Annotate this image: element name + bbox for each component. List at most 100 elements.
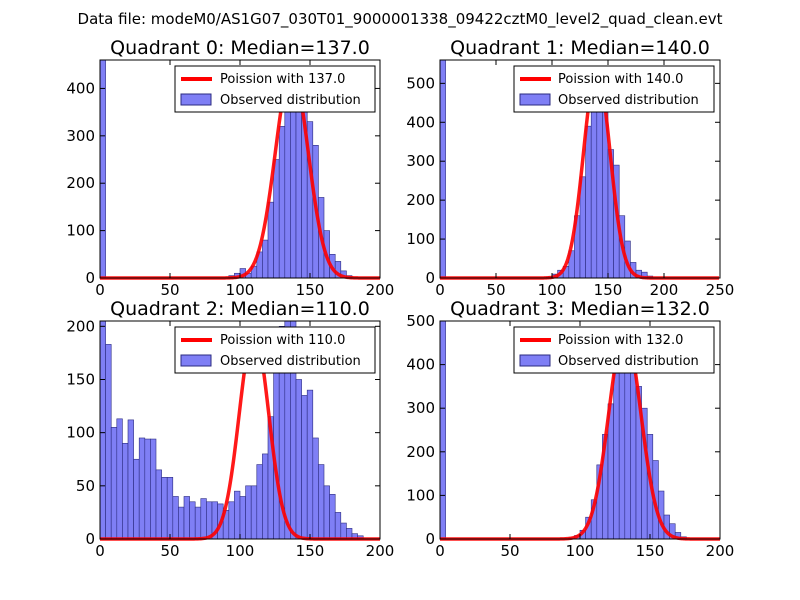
x-tick-label: 0: [435, 281, 445, 299]
histogram-bar: [200, 498, 207, 540]
x-tick-label: 50: [160, 281, 179, 299]
x-tick-label: 150: [296, 542, 325, 560]
legend-observed-swatch: [519, 93, 551, 106]
x-tick-label: 200: [650, 281, 679, 299]
y-tick-label: 400: [406, 113, 435, 131]
y-tick-label: 400: [66, 79, 95, 97]
histogram-bar: [312, 437, 319, 540]
histogram-bar: [262, 239, 269, 279]
y-tick-label: 150: [66, 370, 95, 388]
histogram-bar: [105, 344, 112, 540]
x-tick-label: 100: [226, 542, 255, 560]
histogram-bar: [590, 90, 598, 279]
x-tick-label: 100: [566, 542, 595, 560]
panel-0: Quadrant 0: Median=137.0 0 50 100 150 200 0 10…: [66, 37, 394, 299]
x-tick-label: 50: [486, 281, 505, 299]
x-tick-label: 200: [366, 542, 395, 560]
histogram-bar: [613, 373, 620, 540]
y-tick-label: 300: [406, 152, 435, 170]
histogram-bar: [295, 379, 302, 540]
histogram-bar: [189, 501, 196, 540]
y-tick-label: 0: [85, 269, 95, 287]
histogram-bar: [161, 477, 168, 540]
histogram-bar: [306, 389, 314, 540]
y-tick-label: 300: [406, 399, 435, 417]
x-tick-label: 100: [538, 281, 567, 299]
x-tick-label: 150: [594, 281, 623, 299]
histogram-bar: [278, 126, 286, 279]
histogram-bar: [256, 464, 263, 540]
histogram-bar: [585, 125, 592, 279]
y-tick-label: 100: [406, 230, 435, 248]
histogram-bar: [228, 501, 235, 540]
x-tick-label: 50: [500, 542, 519, 560]
histogram-bar: [624, 346, 631, 540]
histogram-bar: [329, 494, 336, 540]
y-tick-label: 0: [425, 269, 435, 287]
legend-poisson-label: Poission with 137.0: [220, 72, 345, 87]
legend: Poission with 110.0 Observed distributio…: [174, 326, 376, 374]
histogram-bar: [110, 427, 118, 540]
y-tick-label: 300: [66, 127, 95, 145]
legend: Poission with 140.0 Observed distributio…: [513, 65, 715, 113]
x-tick-label: 0: [95, 281, 105, 299]
legend-poisson-label: Poission with 110.0: [220, 333, 345, 348]
y-tick-label: 50: [76, 477, 95, 495]
histogram-bar: [301, 395, 308, 540]
x-tick-label: 150: [296, 281, 325, 299]
x-tick-label: 200: [706, 542, 735, 560]
histogram-bar: [340, 522, 347, 540]
panel-1: Quadrant 1: Median=140.0 0 50 100 150 200 250…: [406, 37, 734, 299]
histogram-bar: [133, 458, 140, 540]
y-tick-label: 100: [406, 486, 435, 504]
panel-3: Quadrant 3: Median=132.0 0 50 100 150 200 0 10…: [406, 298, 734, 560]
histogram-bar: [267, 201, 274, 279]
histogram-bar: [206, 501, 213, 540]
x-tick-label: 250: [706, 281, 735, 299]
legend: Poission with 132.0 Observed distributio…: [513, 326, 715, 374]
legend-observed-swatch: [519, 354, 551, 367]
histogram-bar: [250, 485, 258, 540]
histogram-bar: [439, 59, 446, 279]
legend-poisson-label: Poission with 140.0: [558, 72, 683, 87]
histogram-bar: [334, 512, 342, 540]
histogram-bar: [273, 352, 280, 540]
histogram-bar: [323, 485, 330, 540]
histogram-bar: [166, 477, 174, 540]
y-tick-label: 0: [425, 530, 435, 548]
histogram-bar: [127, 419, 134, 540]
panel-title: Quadrant 2: Median=110.0: [110, 298, 370, 320]
histogram-bar: [295, 88, 302, 279]
x-tick-label: 200: [366, 281, 395, 299]
histogram-bar: [122, 442, 129, 540]
histogram-bar: [150, 438, 157, 540]
x-tick-label: 0: [435, 542, 445, 560]
histogram-bar: [262, 453, 269, 540]
legend-observed-swatch: [180, 93, 212, 106]
x-tick-label: 150: [636, 542, 665, 560]
y-tick-label: 200: [406, 191, 435, 209]
histogram-bar: [618, 355, 626, 540]
histogram-bar: [239, 496, 246, 540]
histogram-bar: [234, 490, 241, 540]
histogram-bar: [99, 59, 106, 279]
histogram-bar: [99, 320, 106, 540]
histogram-bar: [116, 418, 123, 540]
panel-2: Quadrant 2: Median=110.0 0 50 100 150 200 0 50…: [66, 298, 394, 560]
histogram-bar: [284, 107, 291, 279]
x-tick-label: 0: [95, 542, 105, 560]
histogram-bar: [178, 506, 185, 540]
legend-observed-label: Observed distribution: [558, 93, 699, 108]
y-tick-label: 0: [85, 530, 95, 548]
histogram-bar: [155, 469, 162, 540]
y-tick-label: 400: [406, 356, 435, 374]
y-tick-label: 500: [406, 312, 435, 330]
legend: Poission with 137.0 Observed distributio…: [174, 65, 376, 113]
legend-observed-swatch: [180, 354, 212, 367]
histogram-bar: [172, 496, 179, 540]
suptitle: Data file: modeM0/AS1G07_030T01_90000013…: [78, 10, 723, 29]
histogram-bar: [194, 506, 202, 540]
y-tick-label: 200: [66, 174, 95, 192]
y-tick-label: 100: [66, 222, 95, 240]
